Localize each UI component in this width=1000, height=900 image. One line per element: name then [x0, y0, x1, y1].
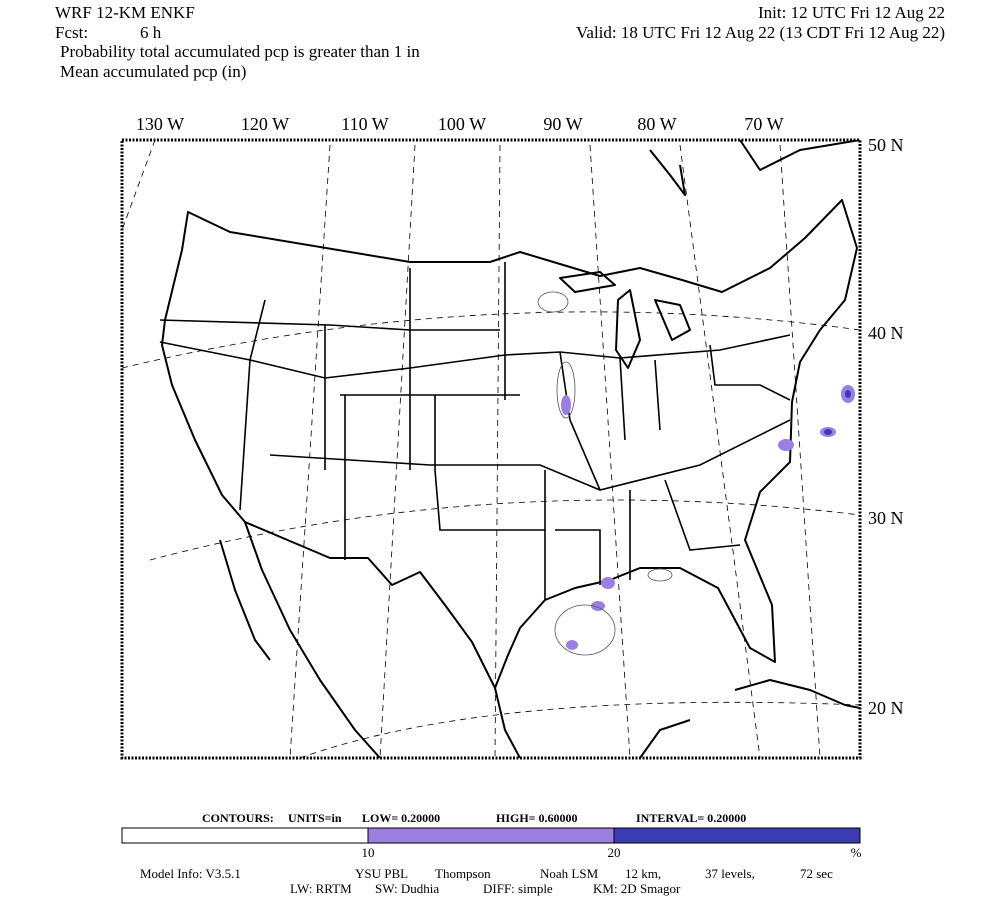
model-info-item: KM: 2D Smagor: [593, 881, 681, 896]
state-line: [239, 262, 506, 560]
graticule: [779, 144, 821, 758]
colorbar-swatch: [613, 827, 861, 844]
lon-label: 70 W: [744, 114, 783, 134]
coastline: [244, 521, 381, 758]
model-info-item: 72 sec: [800, 866, 833, 881]
lon-label: 80 W: [637, 114, 676, 134]
fcst-value: 6 h: [140, 23, 162, 42]
lat-label: 50 N: [868, 135, 904, 155]
coastline: [649, 149, 686, 196]
coastline: [219, 539, 271, 661]
coastline: [161, 199, 858, 689]
state-line: [269, 419, 791, 491]
model-info-item: LW: RRTM: [290, 881, 352, 896]
model-info: LW: RRTM SW: Dudhia DIFF: simple KM: 2D Sma…: [290, 881, 681, 896]
graticule: [122, 140, 156, 231]
model-info-item: DIFF: simple: [483, 881, 553, 896]
model-info-item: YSU PBL: [355, 866, 408, 881]
precip-area: [561, 395, 571, 415]
lat-label: 30 N: [868, 508, 904, 528]
lon-label: 100 W: [438, 114, 486, 134]
field-title: Mean accumulated pcp (in): [60, 62, 246, 81]
state-line: [559, 344, 791, 491]
lon-label: 130 W: [136, 114, 184, 134]
map: [122, 140, 860, 758]
valid-time: Valid: 18 UTC Fri 12 Aug 22 (13 CDT Fri …: [576, 23, 945, 42]
lake: [615, 289, 641, 369]
contour: [647, 568, 673, 582]
coastline: [734, 679, 860, 709]
init-time: Init: 12 UTC Fri 12 Aug 22: [758, 3, 945, 22]
contour-high: HIGH= 0.60000: [496, 811, 578, 825]
graticule: [299, 701, 860, 758]
contour: [537, 291, 569, 313]
precip-area: [601, 577, 615, 589]
model-info-item: 37 levels,: [705, 866, 755, 881]
precip-area: [845, 390, 851, 398]
colorbar-label: 20: [608, 845, 621, 860]
colorbar-label: %: [851, 845, 862, 860]
lat-label: 40 N: [868, 323, 904, 343]
model-name: WRF 12-KM ENKF: [55, 3, 195, 22]
precip-area: [591, 601, 605, 611]
model-info-item: Thompson: [435, 866, 491, 881]
model-info-item: Noah LSM: [540, 866, 599, 881]
lake: [559, 271, 616, 293]
model-info-item: 12 km,: [625, 866, 661, 881]
precip-area: [566, 640, 578, 650]
lat-labels: 50 N 40 N 30 N 20 N: [868, 135, 904, 718]
lon-labels: 130 W 120 W 110 W 100 W 90 W 80 W 70 W: [136, 114, 784, 134]
state-line: [544, 470, 741, 600]
colorbar-label: 10: [362, 845, 375, 860]
graticule: [679, 144, 761, 758]
graticule: [589, 144, 631, 758]
colorbar: 10 20%: [121, 827, 862, 860]
fcst-label: Fcst:: [55, 23, 88, 42]
coastline: [739, 140, 860, 171]
lon-label: 120 W: [241, 114, 289, 134]
precip-area: [824, 429, 832, 435]
lon-label: 110 W: [341, 114, 389, 134]
contour-units: UNITS=in: [288, 811, 342, 825]
graticule: [379, 144, 416, 758]
graticule: [494, 144, 501, 758]
model-info-item: SW: Dudhia: [375, 881, 439, 896]
field-title: Probability total accumulated pcp is gre…: [60, 42, 420, 61]
lake: [654, 299, 691, 341]
contour-interval: INTERVAL= 0.20000: [636, 811, 746, 825]
colorbar-swatch: [367, 827, 615, 844]
precip-shading: [537, 291, 855, 656]
contour: [556, 361, 576, 419]
model-info: Model Info: V3.5.1 YSU PBL Thompson Noah LS…: [140, 866, 833, 881]
lon-label: 90 W: [543, 114, 582, 134]
coastline: [494, 687, 521, 758]
map-frame: [120, 138, 862, 760]
model-info-item: Model Info: V3.5.1: [140, 866, 241, 881]
contour: [554, 604, 616, 656]
lat-label: 20 N: [868, 698, 904, 718]
contour-low: LOW= 0.20000: [362, 811, 440, 825]
precip-area: [778, 439, 794, 451]
state-line: [159, 319, 545, 531]
coastline: [639, 719, 691, 758]
contour-label: CONTOURS:: [202, 811, 274, 825]
colorbar-swatch: [121, 827, 369, 844]
map-background: [122, 140, 860, 758]
